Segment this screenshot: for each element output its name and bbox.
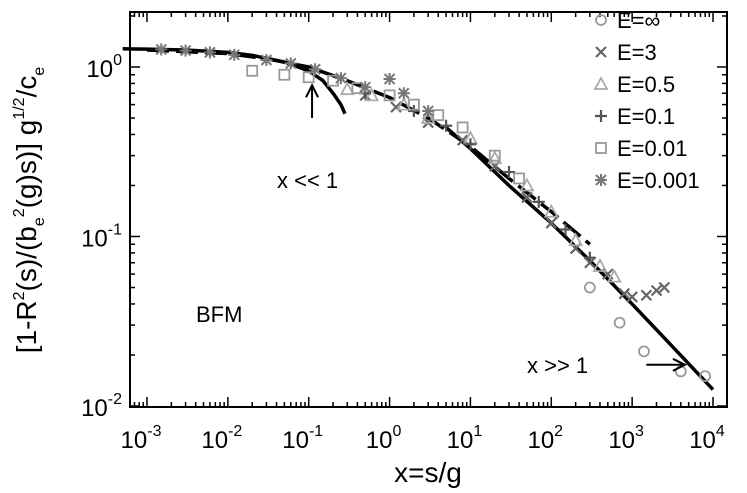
legend-label: E=∞ (617, 8, 660, 33)
data-point-triangle (487, 150, 503, 165)
legend-marker-x (595, 46, 607, 58)
data-point-plus (532, 195, 545, 208)
data-point-square (383, 89, 396, 102)
x-tick-label: 102 (527, 423, 563, 454)
data-point-plus (464, 138, 477, 151)
y-tick-label: 100 (86, 52, 122, 83)
data-point-x (640, 289, 653, 302)
x-tick-label: 104 (689, 423, 725, 454)
data-point-x (618, 287, 631, 300)
data-point-triangle (420, 110, 436, 124)
data-point-plus (583, 251, 596, 264)
x-tick-label: 100 (366, 423, 402, 454)
theory-curve-solid (444, 126, 715, 391)
legend-label: E=3 (617, 40, 657, 65)
data-point-circle (613, 316, 626, 329)
data-point-x (521, 191, 533, 204)
data-point-asterisk (397, 87, 410, 100)
data-point-square (488, 149, 501, 162)
legend-marker-triangle (593, 76, 609, 90)
data-point-square (513, 172, 526, 185)
theory-curve-solid (122, 47, 347, 115)
data-point-triangle (606, 268, 622, 283)
data-point-triangle (568, 232, 584, 247)
data-point-plus (559, 223, 572, 236)
legend-marker-circle (595, 14, 607, 26)
data-point-asterisk (155, 43, 168, 56)
data-point-asterisk (309, 63, 322, 76)
x-tick-label: 10-1 (282, 423, 323, 454)
y-axis-label: [1-R2(s)/(be2(g)s)] g1/2/ce (11, 67, 48, 354)
x-tick-label: 101 (447, 423, 483, 454)
data-point-circle (583, 281, 596, 294)
data-point-asterisk (383, 72, 396, 85)
legend-label: E=0.001 (617, 168, 700, 193)
data-point-triangle (519, 177, 535, 192)
data-point-triangle (339, 81, 355, 96)
legend-label: E=0.5 (617, 72, 675, 97)
legend-label: E=0.1 (617, 104, 675, 129)
data-point-square (456, 121, 469, 134)
data-point-square (408, 98, 420, 111)
data-point-square (432, 109, 445, 122)
annotation-small-x: x << 1 (277, 168, 338, 193)
data-point-triangle (364, 87, 380, 102)
legend-marker-plus (595, 110, 607, 122)
y-tick-label: 10-2 (81, 391, 122, 422)
data-point-triangle (396, 96, 412, 111)
legend-marker-square (595, 142, 607, 154)
data-point-asterisk (260, 53, 273, 66)
data-point-x (658, 281, 671, 294)
data-point-x (626, 291, 638, 303)
annotation-large-x: x >> 1 (527, 353, 588, 378)
legend-label: E=0.01 (617, 136, 687, 161)
data-point-x (545, 217, 558, 229)
data-point-triangle (592, 258, 608, 272)
data-point-asterisk (334, 72, 347, 85)
data-point-plus (440, 119, 453, 132)
x-tick-label: 10-3 (121, 423, 162, 454)
x-tick-label: 103 (608, 423, 644, 454)
annotations: x << 1 x >> 1 BFM (196, 83, 688, 378)
data-point-circle (638, 345, 650, 358)
data-point-plus (503, 166, 516, 179)
data-point-plus (407, 105, 420, 118)
data-point-asterisk (284, 57, 297, 70)
arrow-large-x-head (672, 357, 688, 372)
x-axis-label: x=s/g (394, 457, 462, 488)
data-point-asterisk (228, 48, 241, 61)
legend: E=∞ E=3 E=0.5 E=0.1 E=0.01 E=0.001 (593, 8, 700, 193)
data-point-asterisk (422, 105, 435, 118)
data-point-asterisk (203, 46, 216, 59)
x-tick-label: 10-2 (201, 423, 242, 454)
data-point-square (246, 64, 259, 77)
theory-curve-dashed (146, 48, 592, 246)
data-point-asterisk (179, 44, 192, 57)
data-point-circle (699, 370, 712, 383)
bfm-label: BFM (196, 302, 242, 327)
data-point-square (278, 68, 291, 81)
y-tick-label: 10-1 (81, 222, 122, 253)
data-points (155, 43, 712, 383)
legend-marker-asterisk (595, 174, 607, 186)
data-point-square (302, 71, 315, 84)
data-point-triangle (543, 203, 559, 218)
data-point-asterisk (359, 81, 372, 94)
arrow-small-x-head (305, 83, 319, 98)
data-point-x (650, 284, 663, 297)
